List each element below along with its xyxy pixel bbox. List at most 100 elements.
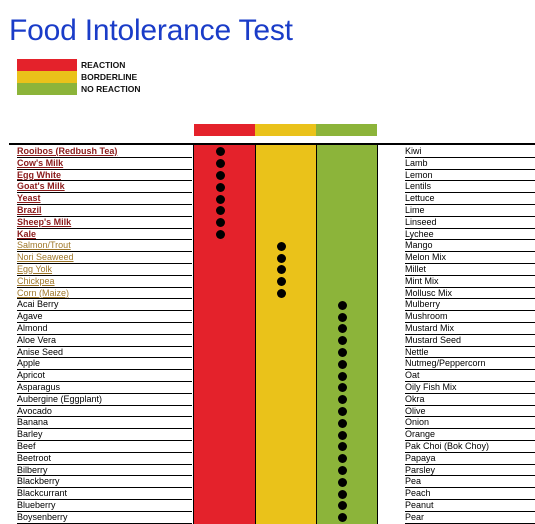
header-bar-borderline <box>255 124 316 136</box>
result-dot-no-reaction <box>337 466 347 475</box>
food-item-right: Melon Mix <box>405 252 535 264</box>
legend-label-no-reaction: NO REACTION <box>81 84 141 94</box>
food-item-left: Yeast <box>17 193 192 205</box>
column-header-bars <box>194 124 377 136</box>
result-dot-no-reaction <box>337 300 347 310</box>
result-dot-reaction <box>215 182 225 192</box>
result-dot-no-reaction <box>337 336 347 346</box>
food-item-left: Blueberry <box>17 500 192 512</box>
result-dot-reaction <box>215 218 225 228</box>
reaction-column <box>194 145 255 524</box>
food-item-left: Blackcurrant <box>17 488 192 500</box>
food-item-left: Beetroot <box>17 453 192 465</box>
food-item-left: Blackberry <box>17 476 192 489</box>
food-item-left: Chickpea <box>17 276 192 288</box>
result-dot-no-reaction <box>337 407 347 416</box>
food-item-left: Goat's Milk <box>17 181 192 194</box>
food-item-left: Aubergine (Eggplant) <box>17 394 192 406</box>
food-item-right: Olive <box>405 406 535 418</box>
food-item-left: Cow's Milk <box>17 158 192 170</box>
food-item-left: Sheep's Milk <box>17 217 192 229</box>
legend-label-reaction: REACTION <box>81 60 126 70</box>
food-item-left: Egg Yolk <box>17 264 192 276</box>
header-bar-no-reaction <box>316 124 377 136</box>
result-dot-no-reaction <box>337 371 347 381</box>
food-item-left: Acai Berry <box>17 299 192 312</box>
food-item-left: Beef <box>17 441 192 453</box>
food-item-left: Nori Seaweed <box>17 252 192 264</box>
food-item-right: Pak Choi (Bok Choy) <box>405 441 535 453</box>
food-item-left: Brazil <box>17 205 192 217</box>
result-dot-no-reaction <box>337 442 347 452</box>
food-item-left: Banana <box>17 417 192 430</box>
column-divider <box>193 145 194 524</box>
result-dot-no-reaction <box>337 359 347 369</box>
food-item-left: Anise Seed <box>17 347 192 359</box>
food-item-right: Mushroom <box>405 311 535 323</box>
legend-swatch-no-reaction <box>17 83 77 95</box>
food-item-right: Mango <box>405 240 535 253</box>
food-item-right: Lime <box>405 205 535 217</box>
food-item-right: Millet <box>405 264 535 276</box>
food-item-right: Papaya <box>405 453 535 465</box>
food-item-left: Egg White <box>17 170 192 182</box>
result-dot-reaction <box>215 206 225 216</box>
result-dot-no-reaction <box>337 312 347 322</box>
food-item-left: Boysenberry <box>17 512 192 524</box>
food-item-left: Corn (Maize) <box>17 288 192 300</box>
page-title: Food Intolerance Test <box>9 14 293 47</box>
food-item-left: Rooibos (Redbush Tea) <box>17 146 192 158</box>
column-divider <box>316 145 317 524</box>
food-item-right: Lentils <box>405 181 535 194</box>
food-item-right: Lamb <box>405 158 535 170</box>
table-top-rule <box>9 143 535 145</box>
food-item-left: Asparagus <box>17 382 192 394</box>
legend-item-no-reaction: NO REACTION <box>17 83 141 95</box>
food-item-right: Mustard Seed <box>405 335 535 347</box>
food-item-right: Pea <box>405 476 535 489</box>
result-dot-no-reaction <box>337 454 347 464</box>
food-item-left: Almond <box>17 323 192 335</box>
borderline-column <box>255 145 316 524</box>
result-dot-borderline <box>276 277 286 287</box>
food-item-left: Avocado <box>17 406 192 418</box>
result-dot-reaction <box>215 147 225 157</box>
result-dot-no-reaction <box>337 383 347 393</box>
result-dot-borderline <box>276 253 286 263</box>
food-item-left: Kale <box>17 229 192 241</box>
food-item-right: Mollusc Mix <box>405 288 535 300</box>
result-dot-reaction <box>215 230 225 239</box>
result-dot-no-reaction <box>337 430 347 440</box>
food-item-right: Mulberry <box>405 299 535 312</box>
food-item-right: Pear <box>405 512 535 524</box>
column-divider <box>255 145 256 524</box>
result-dot-reaction <box>215 159 225 169</box>
legend-swatch-reaction <box>17 59 77 71</box>
result-dot-reaction <box>215 171 225 180</box>
result-dot-no-reaction <box>337 418 347 428</box>
food-item-right: Onion <box>405 417 535 430</box>
food-item-right: Parsley <box>405 465 535 477</box>
legend-item-borderline: BORDERLINE <box>17 71 141 83</box>
food-item-right: Okra <box>405 394 535 406</box>
result-dot-no-reaction <box>337 477 347 487</box>
food-item-right: Nutmeg/Peppercorn <box>405 358 535 371</box>
food-item-right: Lettuce <box>405 193 535 205</box>
result-dot-borderline <box>276 289 286 298</box>
result-dot-borderline <box>276 241 286 251</box>
result-dot-no-reaction <box>337 348 347 357</box>
food-item-left: Aloe Vera <box>17 335 192 347</box>
legend-item-reaction: REACTION <box>17 59 141 71</box>
food-item-left: Barley <box>17 429 192 441</box>
food-item-right: Peach <box>405 488 535 500</box>
food-item-right: Mustard Mix <box>405 323 535 335</box>
result-dot-no-reaction <box>337 489 347 499</box>
legend: REACTION BORDERLINE NO REACTION <box>17 59 141 95</box>
food-item-right: Lychee <box>405 229 535 241</box>
no-reaction-column <box>316 145 377 524</box>
result-dot-no-reaction <box>337 324 347 334</box>
result-dot-borderline <box>276 265 286 275</box>
food-item-left: Bilberry <box>17 465 192 477</box>
food-item-right: Orange <box>405 429 535 441</box>
legend-label-borderline: BORDERLINE <box>81 72 138 82</box>
